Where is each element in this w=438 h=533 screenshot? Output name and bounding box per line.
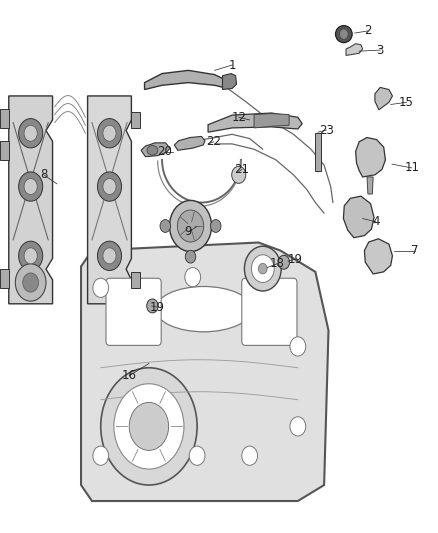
Circle shape — [211, 220, 221, 232]
Polygon shape — [88, 96, 131, 304]
Ellipse shape — [103, 248, 116, 264]
Ellipse shape — [18, 241, 43, 271]
Text: 21: 21 — [234, 163, 249, 176]
Text: 11: 11 — [404, 161, 419, 174]
Circle shape — [114, 384, 184, 469]
Polygon shape — [131, 272, 140, 288]
Text: 20: 20 — [157, 146, 172, 158]
Ellipse shape — [24, 179, 37, 195]
Circle shape — [93, 446, 109, 465]
Polygon shape — [9, 96, 53, 304]
Circle shape — [101, 368, 197, 485]
Polygon shape — [375, 87, 392, 110]
Circle shape — [242, 446, 258, 465]
Circle shape — [177, 210, 204, 242]
Circle shape — [251, 268, 266, 287]
Polygon shape — [315, 133, 321, 171]
Text: 19: 19 — [288, 253, 303, 265]
Text: 3: 3 — [377, 44, 384, 56]
Polygon shape — [343, 196, 374, 238]
Ellipse shape — [339, 29, 348, 39]
Text: 19: 19 — [149, 301, 164, 313]
Polygon shape — [0, 109, 9, 128]
Ellipse shape — [97, 241, 121, 271]
Text: 18: 18 — [269, 257, 284, 270]
Polygon shape — [145, 70, 226, 90]
Circle shape — [160, 220, 170, 232]
Ellipse shape — [97, 118, 121, 148]
Text: 2: 2 — [364, 25, 372, 37]
Circle shape — [185, 251, 196, 263]
Circle shape — [23, 273, 39, 292]
Polygon shape — [0, 269, 9, 288]
Circle shape — [290, 417, 306, 436]
Polygon shape — [367, 177, 373, 194]
Polygon shape — [223, 74, 237, 90]
Text: 4: 4 — [372, 215, 380, 228]
Polygon shape — [141, 143, 170, 157]
Text: 1: 1 — [228, 59, 236, 71]
Polygon shape — [131, 112, 140, 128]
Circle shape — [93, 278, 109, 297]
Text: 23: 23 — [319, 124, 334, 136]
Circle shape — [232, 166, 246, 183]
Polygon shape — [254, 114, 289, 128]
Circle shape — [185, 268, 201, 287]
FancyBboxPatch shape — [106, 278, 161, 345]
Polygon shape — [346, 44, 363, 55]
Circle shape — [278, 255, 290, 269]
Circle shape — [147, 299, 158, 313]
Ellipse shape — [97, 172, 121, 201]
Polygon shape — [0, 141, 9, 160]
Ellipse shape — [103, 125, 116, 141]
Text: 12: 12 — [231, 111, 246, 124]
Circle shape — [189, 446, 205, 465]
Ellipse shape — [155, 287, 252, 332]
Text: 16: 16 — [122, 369, 137, 382]
Circle shape — [244, 246, 281, 291]
Circle shape — [129, 402, 169, 450]
Circle shape — [290, 337, 306, 356]
Text: 9: 9 — [184, 225, 192, 238]
Ellipse shape — [103, 179, 116, 195]
Text: 7: 7 — [411, 244, 419, 257]
Polygon shape — [174, 136, 205, 150]
Polygon shape — [356, 138, 385, 177]
Circle shape — [170, 200, 212, 252]
Ellipse shape — [18, 172, 43, 201]
Ellipse shape — [336, 26, 352, 43]
Ellipse shape — [24, 248, 37, 264]
Text: 8: 8 — [40, 168, 47, 181]
Circle shape — [251, 255, 274, 282]
Text: 15: 15 — [399, 96, 414, 109]
Circle shape — [258, 263, 267, 274]
Ellipse shape — [24, 125, 37, 141]
Ellipse shape — [147, 146, 158, 155]
Circle shape — [15, 264, 46, 301]
Polygon shape — [208, 113, 302, 132]
Ellipse shape — [18, 118, 43, 148]
Text: 22: 22 — [206, 135, 221, 148]
Polygon shape — [81, 243, 328, 501]
Polygon shape — [364, 239, 392, 274]
FancyBboxPatch shape — [242, 278, 297, 345]
